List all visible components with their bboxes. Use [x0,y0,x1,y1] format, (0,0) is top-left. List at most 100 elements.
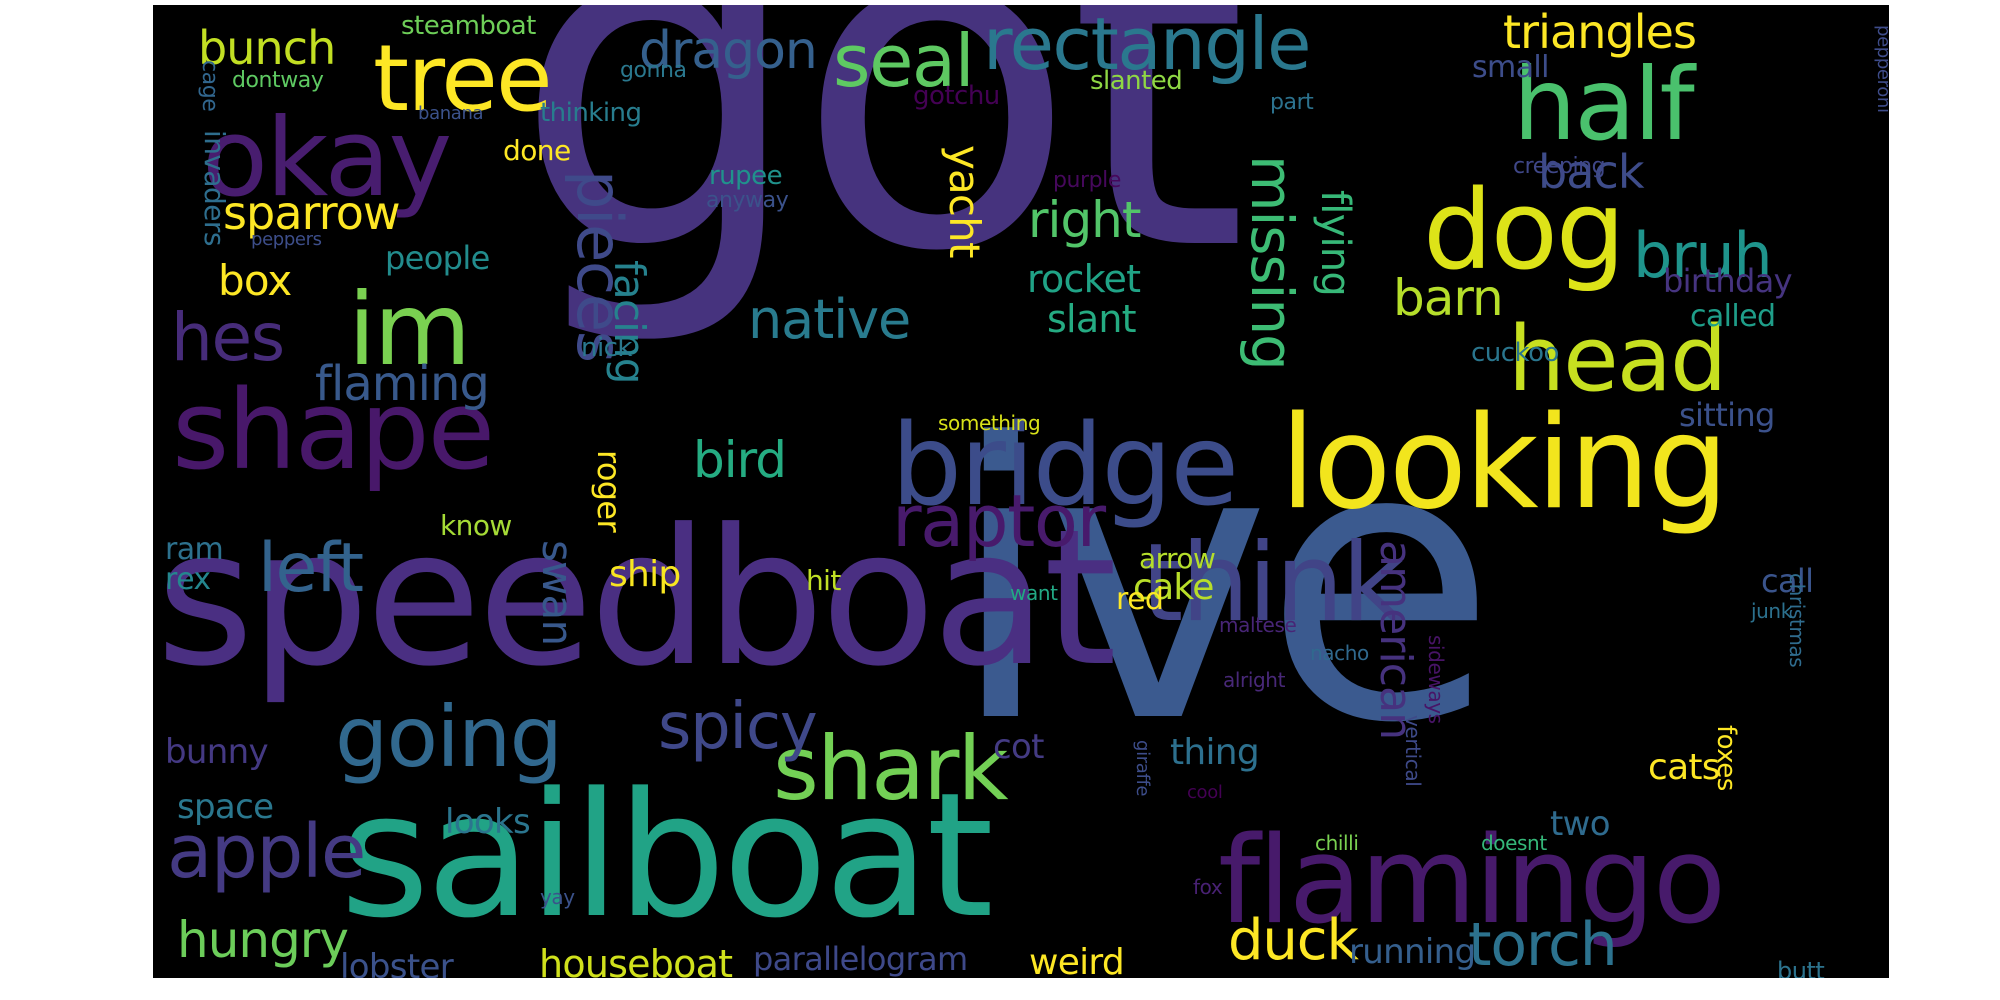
word-space: space [177,787,274,827]
word-doesnt: doesnt [1481,831,1547,855]
word-slanted: slanted [1090,66,1183,96]
word-rex: rex [165,562,211,597]
word-sparrow: sparrow [223,186,401,240]
word-ive: ive [948,363,1497,806]
word-lobster: lobster [340,947,454,978]
word-hes: hes [171,299,285,376]
word-invaders: invaders [198,130,231,246]
word-red: red [1116,582,1164,617]
word-dog: dog [1423,166,1626,294]
word-something: something [938,411,1041,435]
word-cage: cage [197,60,222,112]
word-hungry: hungry [177,911,349,969]
word-sitting: sitting [1679,396,1775,434]
word-dragon: dragon [639,21,818,81]
word-arrow: arrow [1139,542,1216,575]
word-rupee: rupee [709,161,783,191]
word-people: people [385,239,490,277]
word-maltese: maltese [1219,613,1297,637]
word-creeping: creeping [1513,154,1606,179]
word-slant: slant [1047,297,1137,341]
word-steamboat: steamboat [401,11,536,41]
word-bunny: bunny [165,732,269,772]
word-head: head [1508,307,1727,412]
word-junk: junk [1751,599,1792,623]
word-seal: seal [833,19,975,103]
word-nick: nick [581,333,633,363]
word-vertical: vertical [1401,715,1425,787]
word-flaming: flaming [315,356,490,412]
word-roger: roger [590,450,628,532]
word-spicy: spicy [658,690,818,764]
word-left: left [258,529,364,608]
word-anyway: anyway [706,188,789,213]
word-native: native [748,288,911,351]
word-call: call [1761,562,1814,600]
word-parallelogram: parallelogram [753,940,968,978]
word-giraffe: giraffe [1132,740,1153,797]
word-pepperoni: pepperoni [1873,25,1889,113]
word-bunch: bunch [198,21,336,75]
word-im: im [348,271,471,388]
word-houseboat: houseboat [539,942,733,978]
word-weird: weird [1029,942,1125,979]
word-back: back [1538,145,1645,199]
word-thing: thing [1170,732,1260,773]
word-apple: apple [167,809,366,895]
word-bruh: bruh [1633,219,1773,292]
word-gonna: gonna [620,58,687,83]
word-sailboat: sailboat [340,755,994,956]
word-going: going [335,688,563,786]
word-rectangle: rectangle [983,5,1311,86]
word-butt: butt [1777,957,1825,978]
word-flying: flying [1312,190,1358,296]
word-looks: looks [445,802,531,842]
word-chilli: chilli [1315,831,1359,855]
word-foxes: foxes [1711,725,1741,791]
word-purple: purple [1053,168,1121,193]
word-peppers: peppers [251,229,322,250]
word-dontway: dontway [232,68,324,93]
word-bird: bird [693,431,787,489]
word-banana: banana [418,103,484,124]
word-cool: cool [1187,782,1223,803]
word-flamingo: flamingo [1218,812,1726,951]
word-alright: alright [1223,668,1286,692]
word-yay: yay [540,885,575,909]
word-gotchu: gotchu [913,81,1000,111]
word-thinking: thinking [540,98,642,128]
word-rocket: rocket [1027,257,1141,301]
word-missing: missing [1238,155,1306,370]
word-ram: ram [165,532,224,567]
word-birthday: birthday [1663,262,1793,300]
word-shape: shape [172,366,495,494]
word-raptor: raptor [892,479,1106,563]
word-facing: facing [605,260,654,384]
word-barn: barn [1393,269,1504,327]
word-cot: cot [993,727,1044,767]
word-american: american [1370,540,1421,740]
word-cats: cats [1648,747,1721,788]
word-done: done [503,134,571,167]
word-right: right [1028,191,1141,249]
word-fox: fox [1193,875,1223,899]
word-sideways: sideways [1424,635,1448,724]
word-half: half [1513,46,1695,163]
word-want: want [1010,581,1058,605]
word-ship: ship [609,554,681,595]
word-triangles: triangles [1503,5,1697,59]
word-okay: okay [202,96,452,221]
word-think: think [1141,521,1404,646]
word-looking: looking [1280,389,1729,538]
word-tree: tree [373,25,553,132]
word-torch: torch [1468,910,1618,978]
word-nacho: nacho [1310,641,1369,665]
word-cuckoo: cuckoo [1471,338,1559,368]
word-cloud: got ive speedboat sailboat flamingo looking br… [153,5,1889,978]
word-duck: duck [1228,908,1359,973]
word-hit: hit [806,564,841,597]
word-part: part [1270,90,1314,115]
word-called: called [1690,299,1776,334]
word-yacht: yacht [940,145,989,258]
word-two: two [1550,804,1611,844]
